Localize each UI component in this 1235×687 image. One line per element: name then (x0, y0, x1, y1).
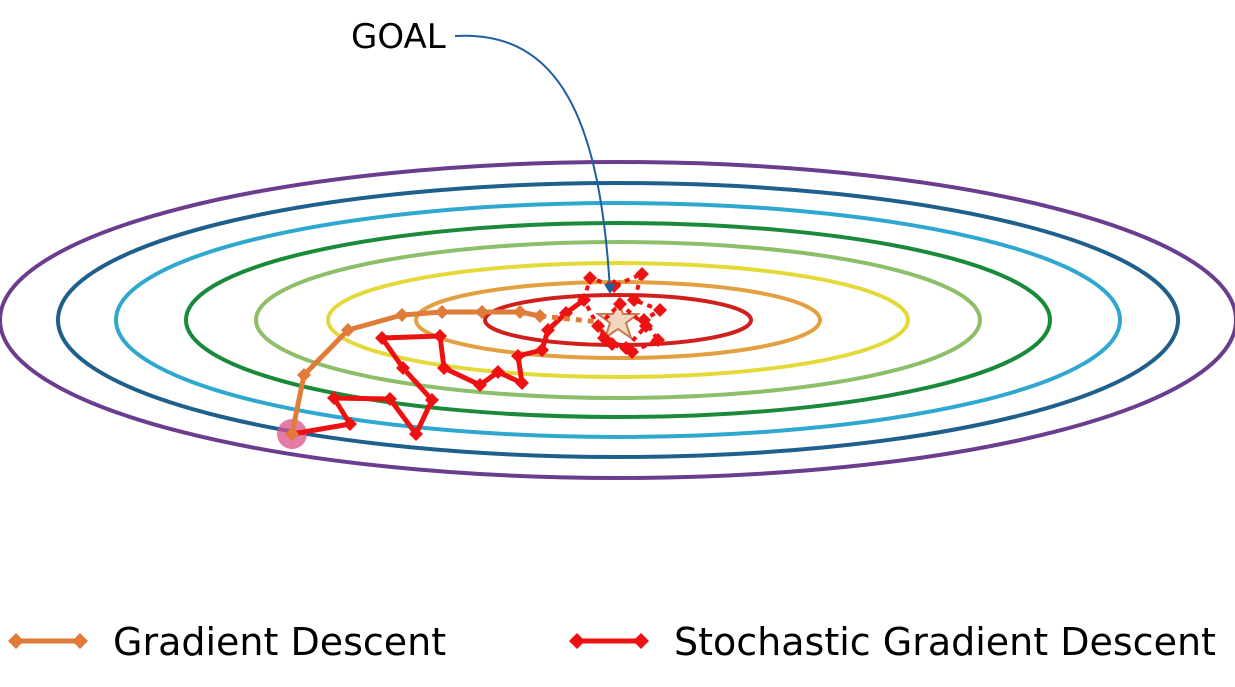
legend: Gradient Descent Stochastic Gradient Des… (8, 620, 1216, 664)
legend-gd-marker (72, 633, 88, 649)
loss-contours (0, 160, 1235, 480)
legend-gd-swatch (8, 633, 88, 649)
gd-path (285, 305, 601, 441)
gd-marker (435, 305, 449, 319)
sgd-marker (635, 267, 649, 281)
sgd-marker (653, 303, 667, 317)
gd-marker (285, 427, 299, 441)
sgd-marker (425, 393, 439, 407)
contour-ellipse (184, 221, 1052, 419)
sgd-marker (515, 376, 529, 390)
sgd-marker (541, 323, 555, 337)
star-icon (595, 297, 641, 341)
gd-marker (341, 323, 355, 337)
sgd-marker (619, 341, 633, 355)
sgd-marker (383, 392, 397, 406)
gd-marker (513, 305, 527, 319)
sgd-path (285, 293, 591, 441)
contour-ellipse (326, 261, 910, 379)
goal-arrow-head (604, 284, 616, 294)
sgd-marker (396, 361, 410, 375)
sgd-marker (613, 297, 627, 311)
gd-marker (297, 368, 311, 382)
sgd-marker (433, 329, 447, 343)
legend-sgd-swatch (569, 633, 649, 649)
contour-ellipse (414, 280, 822, 360)
gd-marker (395, 308, 409, 322)
sgd-marker (409, 427, 423, 441)
legend-gd-marker (8, 633, 24, 649)
sgd-marker (639, 319, 653, 333)
sgd-marker (491, 365, 505, 379)
sgd-marker (535, 343, 549, 357)
legend-sgd-marker (633, 633, 649, 649)
contour-ellipse (114, 201, 1122, 439)
contour-ellipse (56, 181, 1180, 459)
sgd-marker (437, 361, 451, 375)
sgd-marker (473, 378, 487, 392)
sgd-marker (627, 293, 641, 307)
goal-arrow (454, 34, 611, 291)
legend-sgd-marker (569, 633, 585, 649)
sgd-marker (343, 417, 357, 431)
gd-marker (475, 305, 489, 319)
sgd-marker (327, 391, 341, 405)
sgd-marker (597, 331, 611, 345)
sgd-dotted-line (582, 272, 662, 354)
gd-marker (533, 309, 547, 323)
contour-ellipse (0, 160, 1235, 480)
sgd-marker (591, 319, 605, 333)
sgd-marker (583, 271, 597, 285)
legend-sgd-label: Stochastic Gradient Descent (674, 620, 1216, 664)
legend-gd-label: Gradient Descent (113, 620, 446, 664)
goal-label: GOAL (351, 17, 446, 57)
sgd-marker (511, 349, 525, 363)
gd-path-dotted (539, 313, 601, 325)
sgd-marker (375, 331, 389, 345)
contour-ellipse (254, 240, 982, 400)
sgd-marker (651, 333, 665, 347)
